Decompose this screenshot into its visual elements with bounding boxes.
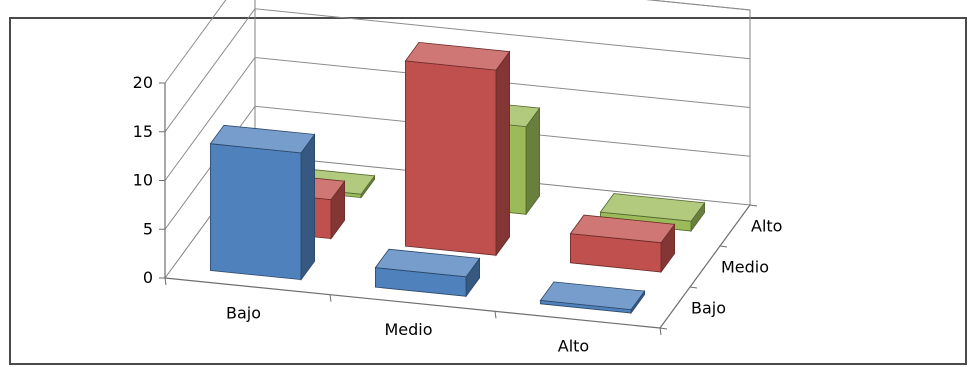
bar-bajo-medio <box>374 248 481 298</box>
y-tick-label: 5 <box>143 219 153 238</box>
depth-tick-mark <box>749 204 758 207</box>
gridline <box>164 8 751 133</box>
bar-side-face <box>300 133 316 281</box>
depth-tick-mark <box>659 327 668 330</box>
bar-front-face <box>404 60 497 256</box>
bar-top-face <box>599 193 706 222</box>
bar-top-face <box>404 41 511 71</box>
y-tick-labels: 0 5 10 15 20 <box>133 73 153 287</box>
x-tick-mark <box>329 294 332 302</box>
x-axis <box>164 277 661 329</box>
x-tick-mark <box>164 277 167 286</box>
x-tick-labels: Bajo Medio Alto <box>226 303 589 355</box>
gridline <box>164 105 751 230</box>
bar-medio-medio <box>404 41 511 257</box>
bar-medio-alto <box>569 214 676 274</box>
depth-tick-mark <box>719 245 728 248</box>
axes <box>159 82 758 336</box>
gridline <box>164 0 751 84</box>
x-tick-label: Alto <box>558 337 589 356</box>
x-tick-mark <box>659 327 662 336</box>
gridlines <box>164 0 751 230</box>
y-tick-label: 20 <box>133 73 153 92</box>
bars <box>209 41 706 315</box>
bar-top-face <box>374 248 481 278</box>
x-tick-mark <box>494 311 497 319</box>
x-tick-label: Bajo <box>226 303 261 322</box>
y-tick-label: 15 <box>133 122 153 141</box>
bar-front-face <box>209 143 302 281</box>
bar-top-face <box>209 124 316 154</box>
bar-top-face <box>539 281 646 311</box>
bar-top-face <box>569 214 676 244</box>
y-tick-label: 0 <box>143 268 153 287</box>
depth-tick-label: Alto <box>751 217 782 236</box>
bar-side-face <box>495 50 511 257</box>
depth-tick-label: Medio <box>721 258 769 277</box>
x-tick-label: Medio <box>384 320 432 339</box>
depth-tick-mark <box>689 286 698 289</box>
bar-bajo-alto <box>539 281 646 315</box>
bar-bajo-bajo <box>209 124 316 281</box>
y-tick-label: 10 <box>133 171 153 190</box>
depth-tick-labels: Bajo Medio Alto <box>691 217 782 318</box>
gridline <box>164 56 751 181</box>
depth-axis <box>659 204 751 329</box>
depth-tick-label: Bajo <box>691 299 726 318</box>
